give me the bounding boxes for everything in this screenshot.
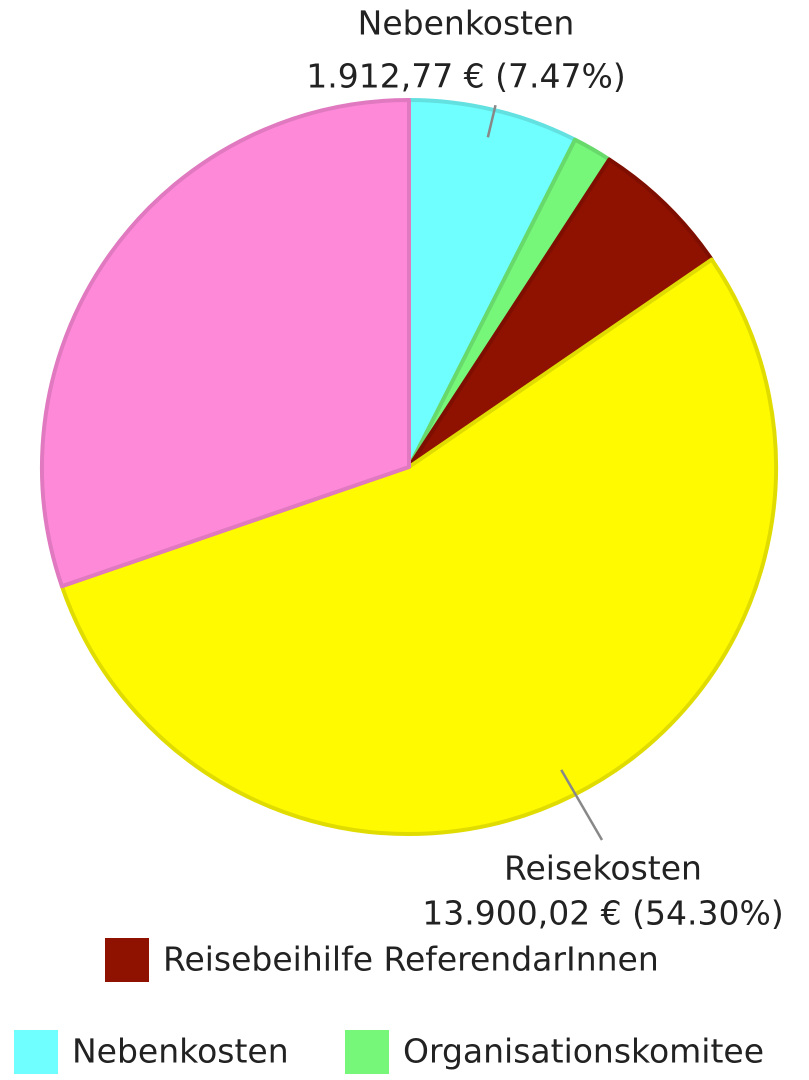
leader-line [560, 769, 604, 841]
legend-label: Reisebeihilfe ReferendarInnen [163, 940, 659, 979]
pie-slice [59, 257, 778, 836]
pie-slice [407, 157, 714, 469]
legend-label: Organisationskomitee [403, 1032, 764, 1071]
legend-swatch [345, 1030, 389, 1074]
legend-label: Nebenkosten [72, 1032, 289, 1071]
slice-label: Reisekosten [504, 849, 702, 888]
slice-label: Nebenkosten [358, 4, 575, 43]
legend-swatch [105, 938, 149, 982]
leader-line [486, 104, 497, 138]
legend-swatch [14, 1030, 58, 1074]
slice-value-label: 1.912,77 € (7.47%) [306, 57, 626, 96]
slice-value-label: 13.900,02 € (54.30%) [422, 894, 784, 933]
pie-slice [40, 98, 411, 589]
